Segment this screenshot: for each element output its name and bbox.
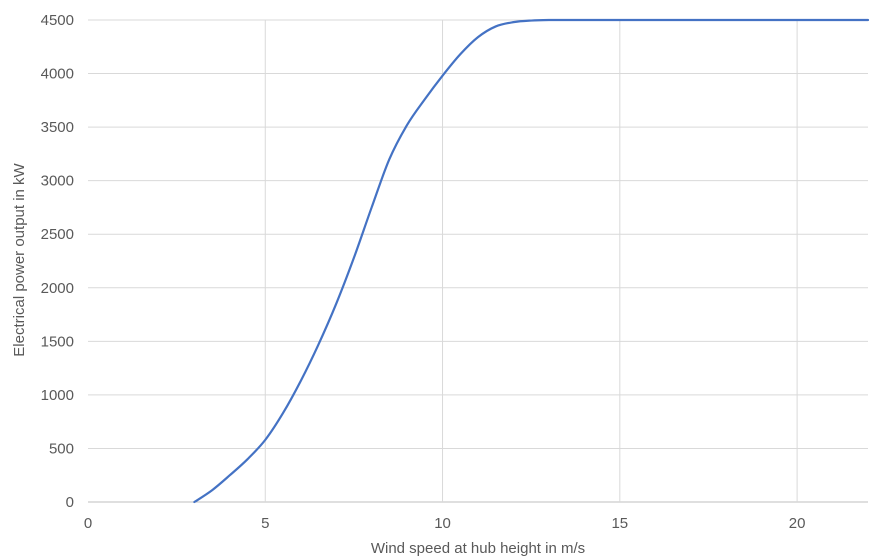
x-tick-label-5: 5: [261, 515, 269, 532]
y-tick-label-500: 500: [49, 440, 74, 457]
y-tick-label-3000: 3000: [41, 173, 74, 190]
y-tick-label-0: 0: [66, 494, 74, 511]
series-layer: [193, 18, 870, 504]
y-tick-label-1500: 1500: [41, 333, 74, 350]
y-tick-label-2500: 2500: [41, 226, 74, 243]
y-tick-label-3500: 3500: [41, 119, 74, 136]
x-tick-label-0: 0: [84, 515, 92, 532]
power-curve-line: [193, 18, 870, 504]
x-tick-label-15: 15: [611, 515, 628, 532]
y-tick-label-4500: 4500: [41, 12, 74, 29]
y-axis-title: Electrical power output in kW: [11, 162, 28, 356]
x-axis-title: Wind speed at hub height in m/s: [371, 540, 585, 557]
x-tick-label-20: 20: [789, 515, 806, 532]
grid-layer: [88, 19, 868, 503]
tick-label-layer: 0 500 1000 1500 2000 2500 3000 3500 4000 4500 0 5 10…: [41, 12, 806, 532]
x-tick-label-10: 10: [434, 515, 451, 532]
y-tick-label-1000: 1000: [41, 387, 74, 404]
y-tick-label-4000: 4000: [41, 66, 74, 83]
y-tick-label-2000: 2000: [41, 280, 74, 297]
